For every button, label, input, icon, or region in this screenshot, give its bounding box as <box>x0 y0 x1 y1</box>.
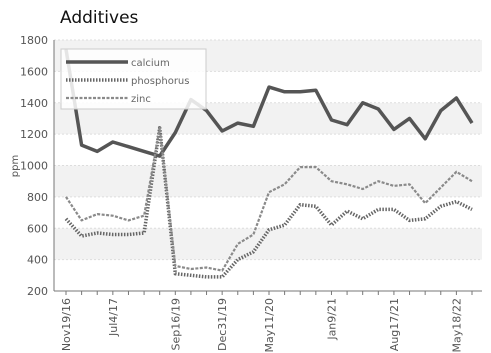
y-axis: 200 400 600 800 1000 1200 1400 1600 1800 <box>20 34 55 298</box>
series-lines <box>64 49 474 279</box>
x-tick-label: Jan9/21 <box>325 298 338 341</box>
x-tick-label: Nov19/16 <box>60 298 73 351</box>
series-line-zinc <box>65 126 473 272</box>
x-axis: Nov19/16 Jul4/17 Sep16/19 Dec31/19 May11/20 J… <box>54 290 482 352</box>
x-tick-label: Aug17/21 <box>388 298 401 351</box>
legend: calcium phosphorus zinc <box>60 48 207 110</box>
legend-label-zinc: zinc <box>131 94 151 105</box>
plot-band <box>54 165 482 197</box>
y-tick-label: 1000 <box>20 160 48 173</box>
legend-label-phosphorus: phosphorus <box>131 76 189 87</box>
x-tick-label: May11/20 <box>263 298 276 352</box>
plot-band <box>54 259 482 291</box>
chart-title: Additives <box>60 8 139 28</box>
plot-band <box>54 196 482 229</box>
x-tick-label: May18/22 <box>450 298 463 352</box>
plot-band <box>54 134 482 166</box>
legend-label-calcium: calcium <box>131 58 170 69</box>
y-tick-label: 400 <box>27 254 48 267</box>
y-axis-label: ppm <box>10 155 21 177</box>
y-tick-label: 800 <box>27 191 48 204</box>
y-tick-label: 1600 <box>20 65 48 78</box>
series-line-calcium <box>64 49 474 158</box>
series-line-phosphorus <box>64 126 473 279</box>
y-tick-label: 1200 <box>20 128 48 141</box>
y-tick-label: 600 <box>27 222 48 235</box>
x-tick-label: Jul4/17 <box>107 298 120 337</box>
x-tick-label: Sep16/19 <box>169 298 182 350</box>
y-tick-label: 1800 <box>20 34 48 47</box>
y-tick-label: 200 <box>27 285 48 298</box>
plot-bands <box>54 40 482 291</box>
y-tick-label: 1400 <box>20 97 48 110</box>
x-tick-label: Dec31/19 <box>216 298 229 351</box>
